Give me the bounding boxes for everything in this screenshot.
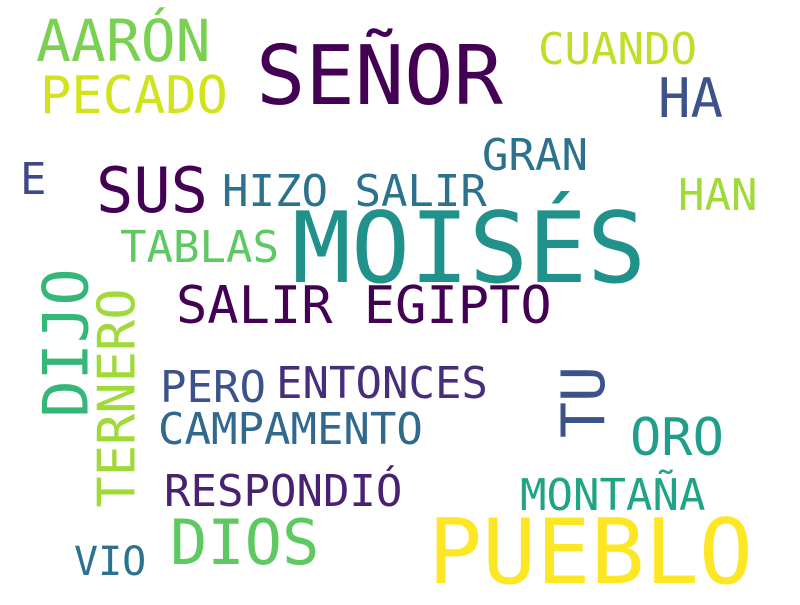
word-montana: MONTAÑA: [520, 470, 706, 521]
word-tu: TU: [549, 365, 620, 439]
word-cuando: CUANDO: [538, 24, 697, 75]
word-campamento: CAMPAMENTO: [158, 404, 423, 455]
word-senor: SEÑOR: [256, 29, 503, 124]
word-vio: VIO: [74, 539, 147, 585]
word-e: E: [20, 154, 47, 205]
word-pueblo: PUEBLO: [428, 500, 754, 605]
word-moises: MOISÉS: [292, 192, 647, 306]
word-tablas: TABLAS: [120, 222, 279, 273]
word-respondio: RESPONDIÓ: [164, 466, 403, 517]
word-dios: DIOS: [170, 506, 320, 579]
word-pecado: PECADO: [40, 66, 228, 126]
word-ha: HA: [658, 67, 724, 130]
word-gran: GRAN: [482, 130, 588, 181]
word-entonces: ENTONCES: [276, 358, 488, 409]
word-pero: PERO: [160, 362, 266, 413]
word-aaron: AARÓN: [36, 7, 211, 75]
word-hizo-salir: HIZO SALIR: [222, 166, 487, 217]
word-ternero: TERNERO: [87, 288, 148, 508]
word-han: HAN: [678, 170, 758, 221]
word-salir-egipto: SALIR EGIPTO: [176, 276, 552, 336]
word-sus: SUS: [96, 154, 208, 227]
word-oro: ORO: [630, 408, 724, 468]
